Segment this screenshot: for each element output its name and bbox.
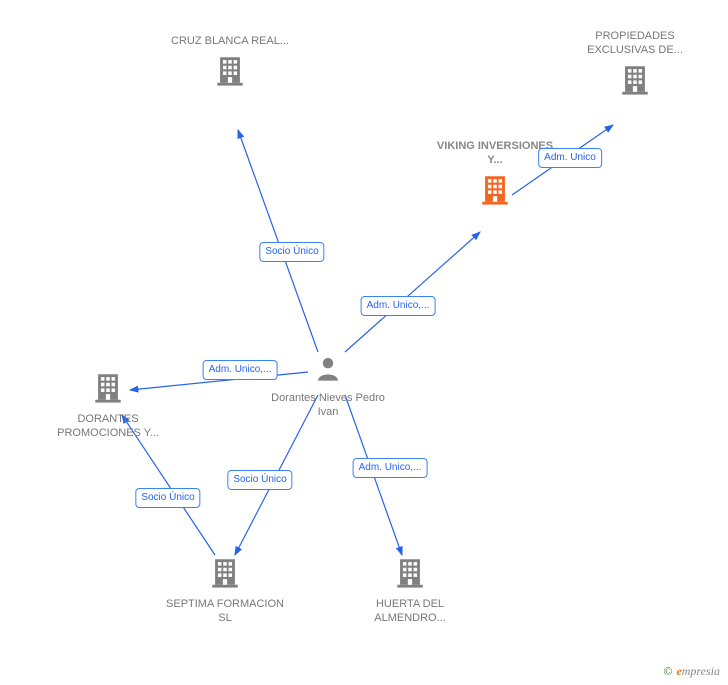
edge-label: Adm. Unico,...: [203, 360, 278, 380]
brand-rest: mpresia: [682, 664, 720, 678]
node-label: HUERTA DEL ALMENDRO...: [350, 598, 470, 626]
copyright-footer: ©empresia: [663, 664, 720, 679]
edge-label: Adm. Unico,...: [353, 458, 428, 478]
node-cruz-blanca[interactable]: CRUZ BLANCA REAL...: [170, 35, 290, 92]
node-label: SEPTIMA FORMACION SL: [165, 598, 285, 626]
copyright-symbol: ©: [663, 664, 672, 678]
node-huerta[interactable]: HUERTA DEL ALMENDRO...: [350, 555, 470, 626]
node-viking[interactable]: VIKING INVERSIONES Y...: [435, 140, 555, 211]
diagram-canvas: CRUZ BLANCA REAL... PROPIEDADES EXCLUSIV…: [0, 0, 728, 685]
node-septima[interactable]: SEPTIMA FORMACION SL: [165, 555, 285, 626]
person-icon: [314, 355, 342, 388]
node-propiedades[interactable]: PROPIEDADES EXCLUSIVAS DE...: [575, 30, 695, 101]
edge-label: Adm. Unico,...: [361, 296, 436, 316]
building-icon: [91, 370, 125, 409]
building-icon: [208, 555, 242, 594]
building-icon: [478, 172, 512, 211]
node-label: Dorantes Nieves Pedro Ivan: [268, 392, 388, 420]
edge-label: Adm. Unico: [538, 148, 602, 168]
node-center-person[interactable]: Dorantes Nieves Pedro Ivan: [268, 355, 388, 420]
node-label: PROPIEDADES EXCLUSIVAS DE...: [575, 30, 695, 58]
edge-label: Socio Único: [135, 488, 200, 508]
edge-label: Socio Único: [259, 242, 324, 262]
node-dorantes-promociones[interactable]: DORANTES PROMOCIONES Y...: [48, 370, 168, 441]
edge-label: Socio Único: [227, 470, 292, 490]
node-label: CRUZ BLANCA REAL...: [170, 35, 290, 49]
node-label: VIKING INVERSIONES Y...: [435, 140, 555, 168]
building-icon: [618, 62, 652, 101]
building-icon: [213, 53, 247, 92]
building-icon: [393, 555, 427, 594]
node-label: DORANTES PROMOCIONES Y...: [48, 413, 168, 441]
